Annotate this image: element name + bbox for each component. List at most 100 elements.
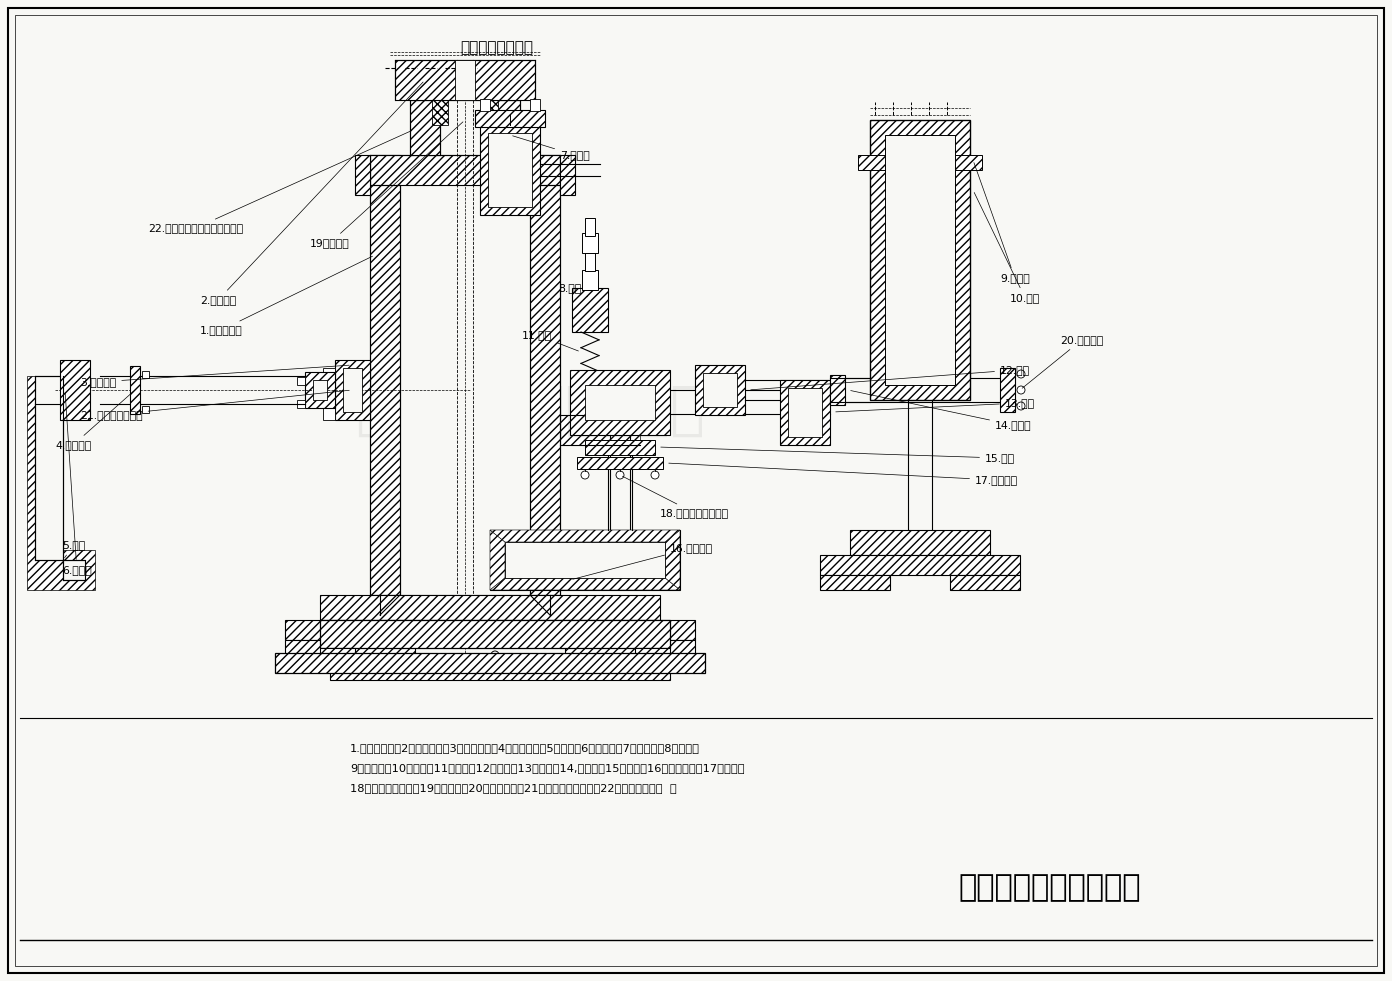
Text: 10.閥芯: 10.閥芯 (974, 192, 1040, 303)
Polygon shape (560, 155, 575, 195)
Polygon shape (569, 370, 670, 435)
Bar (296, 400, 305, 408)
Bar (505, 542, 665, 578)
Text: 20.出漿法蘭: 20.出漿法蘭 (1022, 335, 1104, 388)
Polygon shape (695, 365, 745, 415)
Polygon shape (26, 376, 95, 590)
Polygon shape (355, 155, 370, 195)
Bar (585, 253, 594, 271)
Text: 5.彎管: 5.彎管 (63, 540, 85, 558)
Bar (330, 655, 670, 680)
Circle shape (491, 651, 498, 659)
Polygon shape (530, 155, 560, 595)
Bar (323, 408, 335, 420)
Bar (585, 218, 594, 236)
Polygon shape (395, 60, 535, 100)
Polygon shape (585, 440, 656, 455)
Bar (400, 185, 530, 595)
Text: 4.進漿法蘭: 4.進漿法蘭 (56, 391, 132, 450)
Bar (320, 648, 355, 663)
Polygon shape (305, 372, 335, 408)
Bar (480, 99, 490, 111)
Bar (142, 406, 149, 413)
Circle shape (344, 382, 361, 398)
Bar (489, 133, 532, 207)
Bar (285, 640, 415, 655)
Polygon shape (490, 100, 521, 155)
Polygon shape (480, 125, 540, 215)
Polygon shape (578, 457, 663, 469)
Circle shape (1018, 386, 1025, 394)
Bar (703, 373, 736, 407)
Text: 咸陽華星泵業有限公司: 咸陽華星泵業有限公司 (355, 382, 704, 439)
Bar (635, 648, 670, 663)
Circle shape (617, 471, 624, 479)
Polygon shape (560, 415, 640, 445)
Bar (320, 595, 660, 620)
Bar (475, 110, 546, 127)
Polygon shape (490, 578, 681, 590)
Bar (142, 371, 149, 378)
Bar (851, 530, 990, 555)
Polygon shape (999, 368, 1015, 412)
Bar (440, 100, 490, 155)
Bar (820, 575, 889, 590)
Text: 9.導向杆: 9.導向杆 (974, 163, 1030, 283)
Text: 13.彎管: 13.彎管 (835, 398, 1036, 412)
Text: 18，閥芯壓板螺絲：19，填料箱：20，出漿法蘭：21，耐酸堿橡膠閥片：22耐酸堿填料密封  ：: 18，閥芯壓板螺絲：19，填料箱：20，出漿法蘭：21，耐酸堿橡膠閥片：22耐酸… (349, 783, 677, 793)
Bar (582, 233, 599, 253)
Polygon shape (780, 380, 830, 445)
Bar (285, 620, 695, 640)
Bar (482, 100, 498, 125)
Polygon shape (129, 366, 141, 414)
Text: 18.閥芯壓板固定螺絲: 18.閥芯壓板固定螺絲 (622, 476, 729, 518)
Polygon shape (870, 120, 970, 400)
Text: 12.三通: 12.三通 (750, 365, 1030, 389)
Polygon shape (411, 100, 440, 155)
Polygon shape (370, 155, 560, 185)
Bar (432, 100, 448, 125)
Text: 16.出口閥箱: 16.出口閥箱 (572, 543, 713, 580)
Text: 19，填料箱: 19，填料箱 (310, 122, 464, 248)
Text: 14.方法蘭: 14.方法蘭 (851, 390, 1031, 430)
Text: 15.閥座: 15.閥座 (661, 447, 1015, 463)
Text: 6.方法蘭: 6.方法蘭 (63, 392, 92, 575)
Bar (885, 135, 955, 385)
Text: 22.（填料密封：耐酸堿橡膠）: 22.（填料密封：耐酸堿橡膠） (148, 131, 411, 233)
Text: 3.進口閥箱: 3.進口閥箱 (79, 365, 349, 387)
Text: 8.閥蓋: 8.閥蓋 (558, 283, 587, 297)
Circle shape (651, 471, 658, 479)
Bar (820, 555, 1020, 575)
Text: 21.耐酸堿橡膠閥片: 21.耐酸堿橡膠閥片 (79, 390, 349, 420)
Bar (342, 368, 362, 412)
Circle shape (580, 471, 589, 479)
Circle shape (1018, 370, 1025, 378)
Polygon shape (490, 530, 505, 590)
Bar (320, 620, 670, 648)
Text: 11.彈簧: 11.彈簧 (522, 330, 579, 351)
Bar (788, 388, 823, 437)
Polygon shape (60, 360, 90, 420)
Bar (276, 653, 704, 673)
Text: 7.空氣罐: 7.空氣罐 (512, 135, 590, 160)
Polygon shape (572, 288, 608, 332)
Bar (313, 380, 327, 400)
Bar (949, 575, 1020, 590)
Text: 咸陽華星泵業有限公司: 咸陽華星泵業有限公司 (959, 873, 1141, 903)
Polygon shape (370, 155, 400, 595)
Bar (455, 60, 475, 100)
Text: 1.泵體工作腔: 1.泵體工作腔 (200, 256, 373, 335)
Bar (490, 530, 681, 590)
Text: 9，導向杆；10，閥芯：11，彈簧：12，三通：13，彎管：14,方法蘭：15，閥座：16，出口閥箱：17閥芯壓板: 9，導向杆；10，閥芯：11，彈簧：12，三通：13，彎管：14,方法蘭：15，… (349, 763, 745, 773)
Bar (857, 155, 981, 170)
Text: 1.泵體工作腔：2，芯棒法蘭：3，進口閥箱：4，進口法蘭：5，彎管：6，方法蘭：7，空氣罐：8，閥蓋：: 1.泵體工作腔：2，芯棒法蘭：3，進口閥箱：4，進口法蘭：5，彎管：6，方法蘭：… (349, 743, 700, 753)
Polygon shape (335, 360, 370, 420)
Text: 不銹鋼泵件示意圖: 不銹鋼泵件示意圖 (459, 40, 533, 56)
Polygon shape (830, 375, 845, 405)
Bar (585, 385, 656, 420)
Bar (582, 270, 599, 290)
Text: 17.閥芯壓板: 17.閥芯壓板 (668, 463, 1018, 485)
Bar (296, 377, 305, 385)
Bar (323, 368, 335, 380)
Bar (565, 640, 695, 655)
